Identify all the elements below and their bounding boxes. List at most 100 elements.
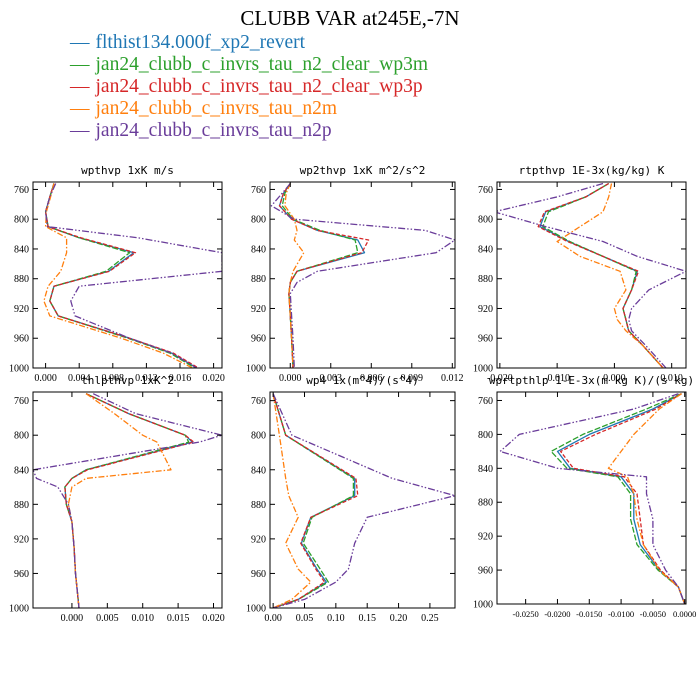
x-tick-label: -0.0100: [608, 609, 634, 619]
series-line: [44, 183, 222, 368]
x-tick-label: 0.004: [68, 373, 91, 384]
x-tick-label: 0.020: [202, 373, 225, 384]
x-tick-label: -0.010: [544, 373, 570, 384]
plot-frame: [496, 181, 687, 369]
y-tick-label: 760: [251, 185, 266, 196]
chart-panel: thlpthvp 1xK^2 760 800 840 880 920 960 1000 0.00…: [9, 374, 225, 624]
y-tick-label: 880: [14, 500, 29, 511]
y-tick-label: 840: [251, 244, 266, 255]
series-line: [550, 393, 686, 604]
series-group: [497, 182, 686, 368]
series-line: [537, 182, 664, 368]
series-group: [272, 393, 455, 608]
legend-label: jan24_clubb_c_invrs_tau_n2m: [95, 98, 338, 119]
y-tick-label: 800: [251, 215, 266, 226]
x-tick-label: 0.012: [441, 373, 464, 384]
y-tick-label: 800: [478, 215, 493, 226]
series-line: [272, 393, 359, 608]
y-tick-label: 920: [14, 304, 29, 315]
x-tick-label: -0.0150: [576, 609, 602, 619]
series-line: [272, 393, 355, 608]
legend-dash-icon: —: [70, 32, 90, 53]
y-tick-label: 840: [251, 465, 266, 476]
chart-title: thlpthvp 1xK^2: [81, 374, 174, 387]
series-line: [559, 393, 686, 604]
x-tick-label: 0.016: [169, 373, 192, 384]
y-tick-label: 960: [14, 569, 29, 580]
series-line: [272, 393, 455, 608]
series-group: [499, 393, 686, 604]
y-tick-label: 1000: [9, 604, 29, 615]
chart-panel: wp4 1x(m^4)/(s^4)76080084088092096010000…: [246, 374, 456, 624]
x-tick-label: 0.00: [264, 613, 282, 624]
series-line: [44, 183, 199, 368]
y-tick-label: 920: [478, 304, 493, 315]
legend-label: jan24_clubb_c_invrs_tau_n2_clear_wp3m: [95, 54, 429, 75]
y-tick-label: 880: [251, 500, 266, 511]
y-tick-label: 840: [14, 465, 29, 476]
x-tick-label: 0.05: [296, 613, 314, 624]
y-tick-label: 920: [251, 304, 266, 315]
y-tick-label: 920: [251, 534, 266, 545]
legend-item: — jan24_clubb_c_invrs_tau_n2_clear_wp3p: [70, 76, 428, 98]
series-group: [33, 393, 222, 608]
y-tick-label: 880: [251, 274, 266, 285]
series-line: [607, 393, 686, 604]
chart-title: wprtpthlp 1-E-3x(m kg K)/(s kg): [489, 374, 694, 387]
y-tick-label: 800: [478, 430, 493, 441]
plot-frame: [496, 391, 687, 605]
x-tick-label: 0.000: [61, 613, 84, 624]
series-line: [43, 183, 193, 368]
series-line: [539, 182, 664, 368]
x-tick-label: -0.0050: [640, 609, 666, 619]
chart-title: wpthvp 1xK m/s: [81, 164, 174, 177]
x-tick-label: -0.0250: [513, 609, 539, 619]
legend-label: flthist134.000f_xp2_revert: [95, 32, 306, 53]
x-tick-label: 0.20: [390, 613, 408, 624]
x-tick-label: 0.008: [102, 373, 125, 384]
x-tick-label: 0.009: [401, 373, 424, 384]
series-line: [67, 393, 172, 608]
legend-item: — jan24_clubb_c_invrs_tau_n2_clear_wp3m: [70, 54, 428, 76]
x-tick-label: 0.15: [358, 613, 376, 624]
series-line: [44, 183, 196, 368]
y-tick-label: 800: [251, 431, 266, 442]
y-tick-label: 1000: [9, 364, 29, 375]
y-tick-label: 1000: [473, 364, 493, 375]
chart-panel: wprtpthlp 1-E-3x(m kg K)/(s kg) 760 800 840…: [473, 374, 696, 619]
legend: — flthist134.000f_xp2_revert — jan24_clubb_…: [70, 32, 428, 142]
series-line: [33, 393, 222, 608]
series-line: [64, 393, 195, 608]
x-tick-label: 0.10: [327, 613, 345, 624]
series-line: [556, 183, 664, 368]
x-tick-label: 0.006: [360, 373, 383, 384]
x-tick-label: -0.020: [487, 373, 513, 384]
x-tick-label: 0.015: [167, 613, 190, 624]
y-tick-label: 840: [14, 244, 29, 255]
legend-dash-icon: —: [70, 54, 90, 75]
legend-label: jan24_clubb_c_invrs_tau_n2_clear_wp3p: [95, 76, 423, 97]
y-tick-label: 800: [14, 431, 29, 442]
series-line: [270, 183, 455, 368]
y-tick-label: 840: [478, 244, 493, 255]
y-tick-label: 960: [251, 569, 266, 580]
series-line: [497, 182, 686, 368]
x-tick-label: 0.0000: [673, 609, 696, 619]
series-line: [542, 182, 664, 368]
x-tick-label: 0.25: [421, 613, 439, 624]
y-tick-label: 1000: [246, 364, 266, 375]
y-tick-label: 1000: [473, 600, 493, 611]
y-tick-label: 880: [478, 274, 493, 285]
y-tick-label: 960: [14, 334, 29, 345]
x-tick-label: 0.012: [135, 373, 158, 384]
x-tick-label: 0.000: [279, 373, 302, 384]
y-tick-label: 760: [14, 396, 29, 407]
y-tick-label: 760: [478, 185, 493, 196]
series-group: [43, 183, 222, 368]
y-tick-label: 880: [478, 498, 493, 509]
y-tick-label: 1000: [246, 604, 266, 615]
x-tick-label: 0.000: [34, 373, 57, 384]
legend-item: — flthist134.000f_xp2_revert: [70, 32, 428, 54]
series-group: [270, 183, 455, 368]
